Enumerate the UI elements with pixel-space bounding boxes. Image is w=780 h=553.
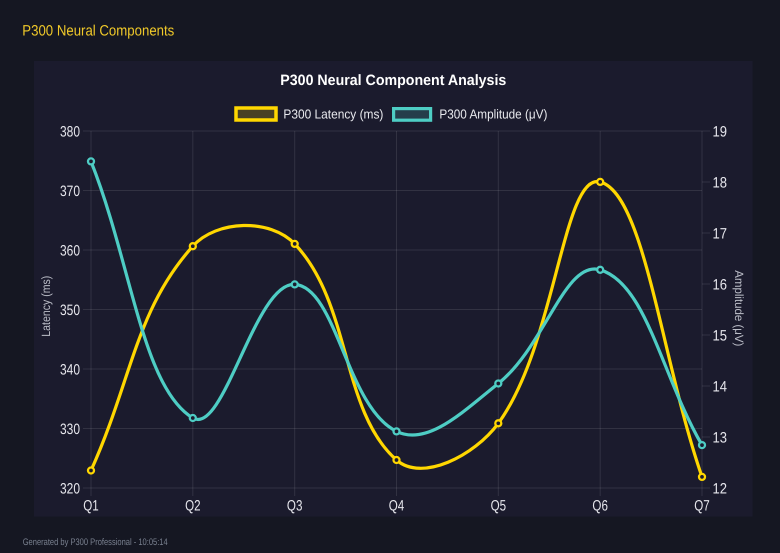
svg-text:18: 18 [713, 174, 728, 191]
svg-text:14: 14 [713, 378, 728, 395]
svg-text:Q6: Q6 [592, 498, 608, 515]
svg-text:320: 320 [60, 480, 80, 497]
svg-text:340: 340 [60, 361, 80, 378]
svg-text:330: 330 [60, 421, 80, 438]
svg-text:13: 13 [713, 429, 728, 446]
svg-text:Q3: Q3 [287, 498, 303, 515]
svg-text:Q4: Q4 [389, 498, 405, 515]
svg-text:16: 16 [713, 276, 728, 293]
svg-text:Q2: Q2 [185, 498, 201, 515]
svg-text:Q1: Q1 [83, 498, 99, 515]
svg-text:380: 380 [60, 123, 80, 140]
svg-text:360: 360 [60, 242, 80, 259]
svg-text:P300 Latency (ms): P300 Latency (ms) [283, 107, 383, 122]
svg-text:19: 19 [713, 123, 728, 140]
svg-text:P300 Amplitude (μV): P300 Amplitude (μV) [439, 107, 547, 122]
svg-text:Q7: Q7 [694, 498, 710, 515]
svg-text:Q5: Q5 [491, 498, 507, 515]
svg-text:P300 Neural Components: P300 Neural Components [22, 23, 174, 40]
svg-text:P300 Neural Component Analysis: P300 Neural Component Analysis [280, 72, 506, 89]
svg-text:15: 15 [713, 327, 728, 344]
svg-text:17: 17 [713, 225, 728, 242]
svg-text:Amplitude (μV): Amplitude (μV) [732, 270, 746, 346]
svg-text:Latency (ms): Latency (ms) [39, 276, 53, 337]
svg-text:350: 350 [60, 302, 80, 319]
svg-text:370: 370 [60, 183, 80, 200]
svg-text:12: 12 [713, 480, 728, 497]
svg-text:Generated by P300 Professional: Generated by P300 Professional - 10:05:1… [23, 537, 168, 548]
